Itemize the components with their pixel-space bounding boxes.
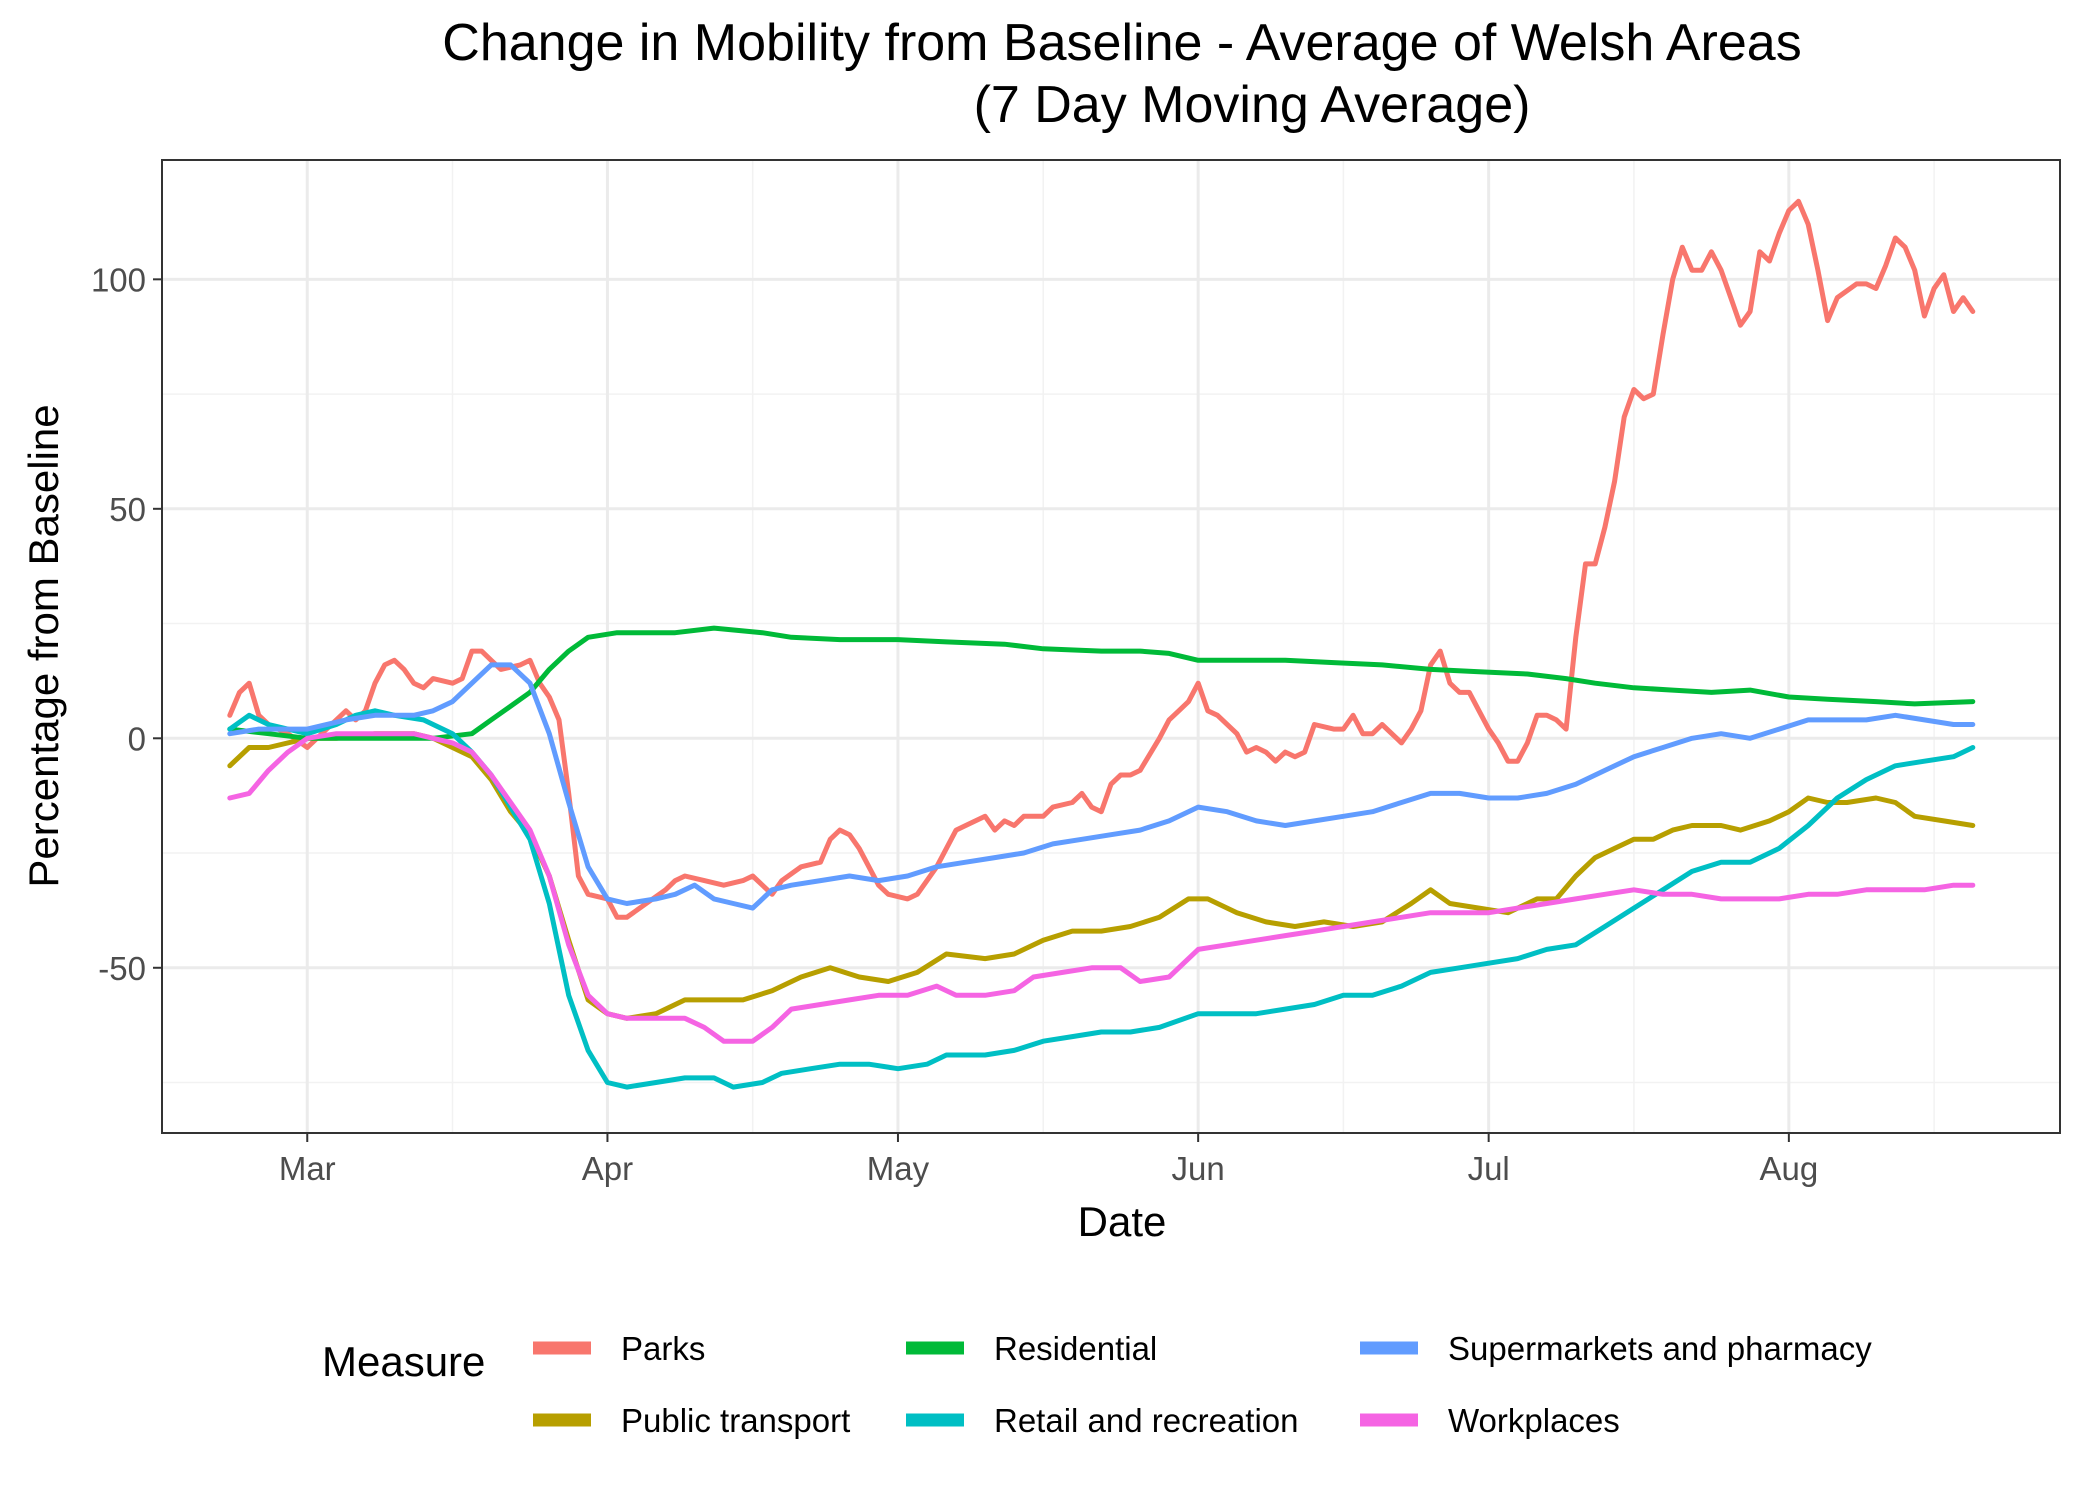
y-tick-label: -50 bbox=[98, 950, 146, 987]
series-lines bbox=[227, 198, 1976, 1090]
chart-title: Change in Mobility from Baseline - Avera… bbox=[442, 14, 1801, 72]
chart-subtitle: (7 Day Moving Average) bbox=[974, 76, 1531, 134]
minor-gridlines bbox=[161, 160, 2060, 1133]
legend-label-parks: Parks bbox=[621, 1330, 705, 1367]
legend: Measure Parks Public transport Residential… bbox=[322, 1330, 1872, 1439]
x-tick-label: Aug bbox=[1759, 1150, 1818, 1187]
series-line-workplaces bbox=[227, 731, 1976, 1044]
legend-title: Measure bbox=[322, 1338, 485, 1385]
y-tick-label: 50 bbox=[109, 491, 146, 528]
x-tick-label: May bbox=[867, 1150, 930, 1187]
x-tick-label: Mar bbox=[279, 1150, 336, 1187]
legend-label-residential: Residential bbox=[994, 1330, 1157, 1367]
x-tick-label: Jul bbox=[1468, 1150, 1510, 1187]
x-axis: Mar Apr May Jun Jul Aug bbox=[279, 1133, 1818, 1187]
legend-label-retail-and-recreation: Retail and recreation bbox=[994, 1402, 1299, 1439]
series-line-residential bbox=[227, 625, 1976, 741]
legend-label-public-transport: Public transport bbox=[621, 1402, 850, 1439]
x-tick-label: Jun bbox=[1172, 1150, 1225, 1187]
x-axis-title: Date bbox=[1078, 1198, 1167, 1245]
y-axis: -50 0 50 100 bbox=[91, 261, 162, 987]
plot-panel-border bbox=[161, 159, 2061, 1134]
legend-label-supermarkets-and-pharmacy: Supermarkets and pharmacy bbox=[1448, 1330, 1872, 1367]
x-tick-label: Apr bbox=[582, 1150, 633, 1187]
y-tick-label: 0 bbox=[128, 720, 146, 757]
y-axis-title: Percentage from Baseline bbox=[20, 404, 67, 887]
legend-label-workplaces: Workplaces bbox=[1448, 1402, 1620, 1439]
y-tick-label: 100 bbox=[91, 261, 146, 298]
series-line-supermarkets-and-pharmacy bbox=[227, 662, 1976, 911]
